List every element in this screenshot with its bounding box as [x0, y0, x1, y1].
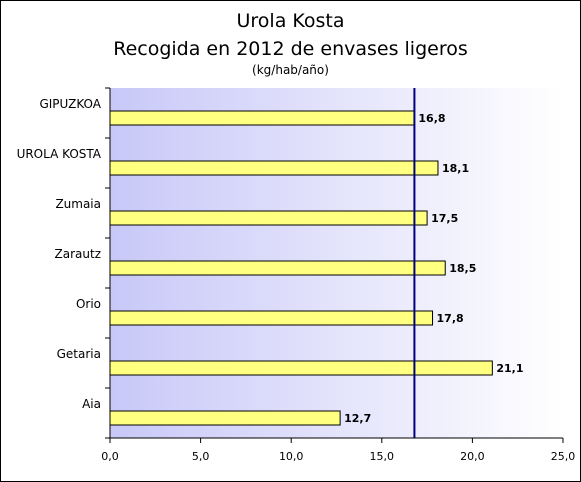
data-label: 17,8: [437, 312, 464, 325]
data-label: 12,7: [344, 412, 371, 425]
x-tick-label: 5,0: [192, 450, 210, 463]
bar: [109, 260, 446, 276]
category-label: Orio: [76, 297, 101, 311]
category-label: Zarautz: [55, 247, 101, 261]
category-label: GIPUZKOA: [39, 97, 101, 111]
x-tick-label: 15,0: [370, 450, 395, 463]
category-label: Aia: [82, 397, 101, 411]
bar: [109, 410, 341, 426]
data-label: 16,8: [418, 112, 445, 125]
x-tick-label: 0,0: [101, 450, 119, 463]
category-label: Zumaia: [55, 197, 101, 211]
category-label: Getaria: [57, 347, 101, 361]
bar: [109, 110, 415, 126]
x-tick-label: 10,0: [279, 450, 304, 463]
bar: [109, 360, 493, 376]
x-tick-label: 25,0: [551, 450, 576, 463]
x-tick-label: 20,0: [460, 450, 485, 463]
data-label: 21,1: [496, 362, 523, 375]
data-label: 18,5: [449, 262, 476, 275]
bar: [109, 160, 439, 176]
chart-title: Urola Kosta: [236, 10, 345, 32]
bar: [109, 210, 428, 226]
data-label: 18,1: [442, 162, 469, 175]
data-label: 17,5: [431, 212, 458, 225]
category-label: UROLA KOSTA: [17, 147, 102, 161]
chart-subtitle: Recogida en 2012 de envases ligeros: [113, 38, 468, 60]
bar: [109, 310, 434, 326]
chart-unit: (kg/hab/año): [252, 63, 329, 77]
